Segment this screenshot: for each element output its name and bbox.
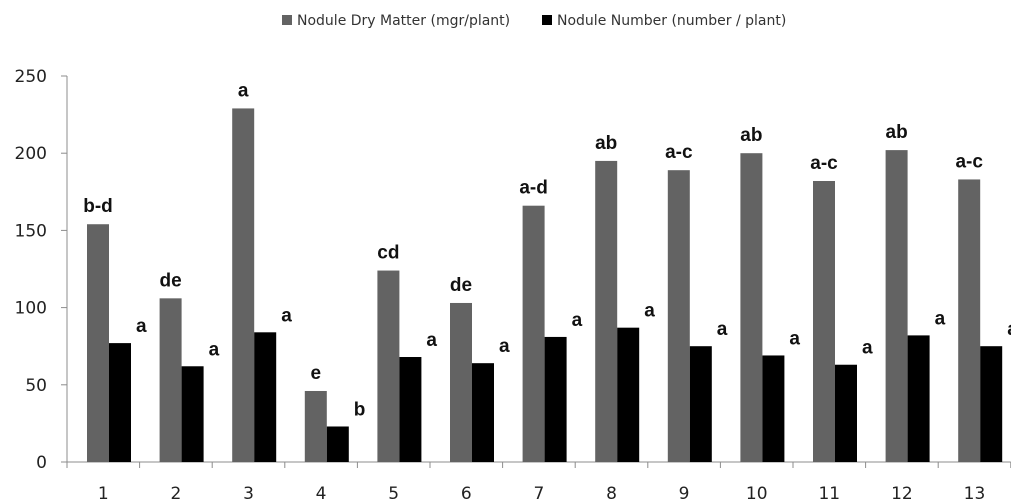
bar-nodule-number <box>762 355 785 462</box>
x-tick-label: 13 <box>964 484 986 504</box>
x-tick-label: 7 <box>533 484 544 504</box>
bar-label-dry-matter: a <box>238 80 249 101</box>
y-tick-label: 250 <box>15 67 47 87</box>
bar-dry-matter <box>595 160 618 463</box>
x-tick-label: 11 <box>818 484 840 504</box>
bar-nodule-number <box>254 332 277 462</box>
bar-nodule-number <box>544 336 567 462</box>
x-tick-label: 12 <box>891 484 913 504</box>
bar-dry-matter <box>232 108 255 462</box>
x-tick-label: 2 <box>170 484 181 504</box>
bar-label-nodule-number: a <box>644 301 655 322</box>
bar-nodule-number <box>835 364 857 462</box>
bar-dry-matter <box>159 298 182 462</box>
bar-dry-matter <box>667 170 690 462</box>
x-tick-label: 8 <box>606 484 617 504</box>
bar-nodule-number <box>689 346 712 462</box>
y-tick-label: 0 <box>36 453 47 473</box>
y-tick-label: 150 <box>15 221 47 241</box>
bar-dry-matter <box>304 390 327 462</box>
bars <box>87 108 1003 463</box>
bar-nodule-number <box>399 357 422 462</box>
bar-label-nodule-number: a <box>862 338 873 359</box>
bar-label-dry-matter: de <box>160 270 182 291</box>
bar-nodule-number <box>980 346 1003 462</box>
bar-label-nodule-number: a <box>281 305 292 326</box>
bar-label-dry-matter: de <box>450 275 472 296</box>
legend: Nodule Dry Matter (mgr/plant) Nodule Num… <box>282 13 786 29</box>
bar-nodule-number <box>617 327 640 462</box>
bar-dry-matter <box>377 270 400 462</box>
y-axis: 0 50 100 150 200 250 <box>15 67 68 473</box>
bar-label-dry-matter: ab <box>740 125 762 146</box>
bar-label-dry-matter: b-d <box>83 196 113 217</box>
bar-label-nodule-number: b <box>354 399 366 420</box>
bar-dry-matter <box>450 302 472 462</box>
legend-swatch-dry-matter <box>282 15 292 25</box>
legend-label-nodule-number: Nodule Number (number / plant) <box>557 13 786 29</box>
bar-label-nodule-number: a <box>935 308 946 329</box>
bar-nodule-number <box>472 363 494 462</box>
bar-dry-matter <box>958 179 981 462</box>
legend-swatch-nodule-number <box>542 15 552 25</box>
y-tick-label: 50 <box>25 376 47 396</box>
bar-label-dry-matter: a-c <box>955 151 983 172</box>
x-tick-label: 5 <box>388 484 399 504</box>
bar-label-nodule-number: a <box>499 336 510 357</box>
bar-label-nodule-number: a <box>1007 319 1011 340</box>
x-tick-label: 3 <box>243 484 254 504</box>
bar-label-nodule-number: a <box>426 330 437 351</box>
bar-label-dry-matter: e <box>311 363 322 384</box>
x-axis: 1 2 3 4 5 6 7 8 9 10 11 12 13 <box>66 461 1011 504</box>
bar-label-dry-matter: ab <box>595 133 617 154</box>
x-tick-label: 6 <box>461 484 472 504</box>
bar-label-nodule-number: a <box>209 339 220 360</box>
y-tick-label: 200 <box>15 144 47 164</box>
bar-nodule-number <box>109 343 131 462</box>
x-tick-label: 10 <box>746 484 768 504</box>
bar-dry-matter <box>885 150 908 462</box>
legend-label-dry-matter: Nodule Dry Matter (mgr/plant) <box>297 13 510 29</box>
bar-dry-matter <box>522 205 545 463</box>
bar-label-nodule-number: a <box>717 319 728 340</box>
bar-label-dry-matter: a-c <box>665 142 693 163</box>
bar-label-dry-matter: a-d <box>519 178 548 199</box>
bar-label-nodule-number: a <box>572 310 583 331</box>
bar-label-dry-matter: cd <box>377 243 399 264</box>
bar-label-dry-matter: a-c <box>810 153 838 174</box>
bar-label-dry-matter: ab <box>886 122 908 143</box>
bar-nodule-number <box>181 366 204 462</box>
bar-nodule-number <box>326 426 349 462</box>
x-tick-label: 9 <box>679 484 690 504</box>
x-tick-label: 4 <box>316 484 327 504</box>
bar-dry-matter <box>740 153 763 462</box>
y-tick-label: 100 <box>15 299 47 319</box>
bar-nodule-number <box>907 335 930 462</box>
bar-label-nodule-number: a <box>789 328 800 349</box>
x-tick-label: 1 <box>98 484 109 504</box>
bar-dry-matter <box>87 224 109 462</box>
bar-dry-matter <box>813 180 835 462</box>
bar-label-nodule-number: a <box>136 316 147 337</box>
